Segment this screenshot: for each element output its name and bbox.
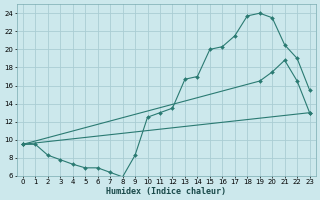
X-axis label: Humidex (Indice chaleur): Humidex (Indice chaleur) xyxy=(106,187,226,196)
